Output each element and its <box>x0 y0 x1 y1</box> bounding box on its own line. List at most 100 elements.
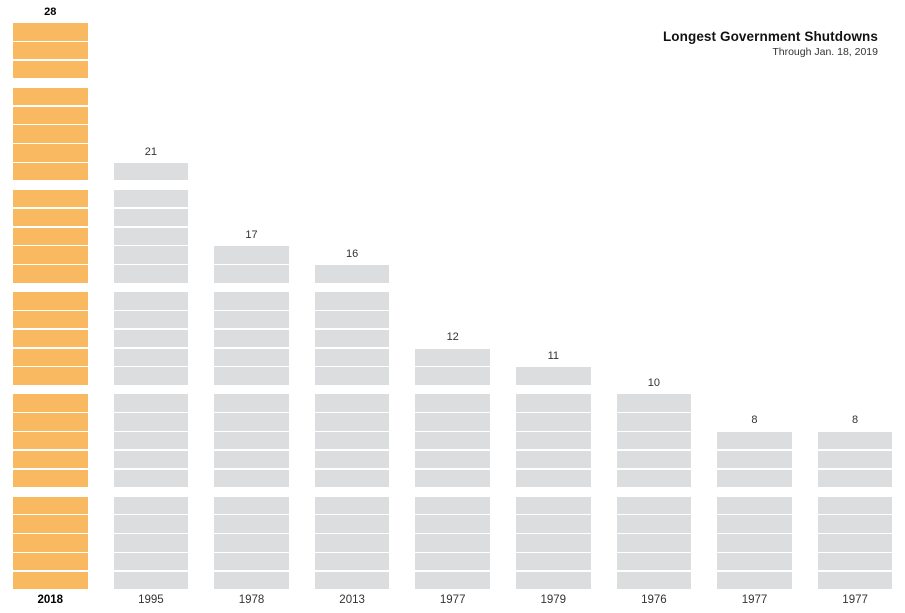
bar-value-label: 12 <box>446 331 459 344</box>
bar-segment <box>314 367 390 385</box>
bar-segment <box>314 553 390 571</box>
bar-segment <box>314 394 390 412</box>
bar-segment <box>616 394 692 412</box>
bar-segment <box>314 469 390 488</box>
bar-segment <box>214 534 289 552</box>
bar-segment <box>113 469 189 488</box>
bar-segment <box>214 469 289 488</box>
bar-segment <box>13 450 88 469</box>
bar-segment <box>314 292 390 310</box>
bar-segment <box>616 515 692 533</box>
bar-segment <box>113 394 189 412</box>
chart-header: Longest Government Shutdowns Through Jan… <box>663 29 878 58</box>
bar-segment <box>113 227 189 246</box>
bar-segment <box>415 571 490 590</box>
bar-segment <box>415 450 490 469</box>
bar-segment <box>214 413 289 431</box>
bar-segment <box>415 431 490 450</box>
bar-segment <box>214 496 289 514</box>
bar-segment <box>415 515 490 533</box>
bar-segment <box>214 310 289 329</box>
bar-segment <box>616 413 692 431</box>
bar-segment <box>13 23 88 41</box>
bar-segment <box>214 329 289 348</box>
bar-segment <box>717 515 792 533</box>
bar-value-label: 10 <box>647 376 661 389</box>
bar-segment <box>314 329 390 348</box>
bar-segment <box>13 144 88 162</box>
bar-year-label: 1977 <box>741 593 768 606</box>
bar-segment <box>113 329 189 348</box>
bar-segment <box>817 431 893 450</box>
bar-segment <box>113 208 189 227</box>
bar-segment <box>113 310 189 329</box>
bar-segment <box>214 265 289 283</box>
bar-segment <box>415 553 490 571</box>
bar-segment <box>817 534 893 552</box>
bar-segment <box>817 515 893 533</box>
bar-year-label: 2013 <box>339 593 365 606</box>
bar-segment <box>616 431 692 450</box>
bar-segment <box>415 534 490 552</box>
bar-segment <box>314 431 390 450</box>
bar-segment <box>817 450 893 469</box>
bar-segment <box>13 310 88 329</box>
bar-segment <box>516 394 591 412</box>
bar-segment <box>717 496 792 514</box>
bar-segment <box>817 469 893 488</box>
bar-segment <box>817 571 893 590</box>
bar-segment <box>516 431 591 450</box>
bar-segment <box>13 125 88 143</box>
bar-segment <box>415 367 490 385</box>
bar-segment <box>214 553 289 571</box>
bar-segment <box>13 265 88 283</box>
bar-segment <box>516 515 591 533</box>
bar-segment <box>616 571 692 590</box>
bar-value-label: 16 <box>345 247 359 260</box>
bar-segment <box>113 553 189 571</box>
chart-title: Longest Government Shutdowns <box>662 29 878 44</box>
bar-segment <box>13 348 88 367</box>
bar-segment <box>113 348 189 367</box>
bar-segment <box>13 106 88 124</box>
bar-segment <box>516 496 591 514</box>
bar-segment <box>314 571 390 590</box>
bar-value-label: 17 <box>245 228 258 241</box>
chart-subtitle: Through Jan. 18, 2019 <box>772 46 878 58</box>
bar-segment <box>516 450 591 469</box>
bar-year-label: 1978 <box>238 593 265 606</box>
bar-segment <box>13 571 88 590</box>
bar-segment <box>113 496 189 514</box>
bar-segment <box>415 348 490 367</box>
bar-segment <box>13 329 88 348</box>
bar-segment <box>616 450 692 469</box>
bar-segment <box>113 431 189 450</box>
bar-segment <box>113 189 189 208</box>
bar-segment <box>616 553 692 571</box>
bar-value-label: 11 <box>547 349 559 362</box>
bar-segment <box>516 469 591 488</box>
bar-segment <box>214 515 289 533</box>
bar-segment <box>717 431 792 450</box>
bar-segment <box>13 87 88 106</box>
bar-year-label: 1977 <box>842 593 868 606</box>
bar-year-label: 1977 <box>439 593 466 606</box>
bar-segment <box>717 571 792 590</box>
bar-segment <box>314 348 390 367</box>
bar-segment <box>314 515 390 533</box>
bar-value-label: 8 <box>852 414 859 427</box>
bar-segment <box>516 413 591 431</box>
bar-segment <box>113 450 189 469</box>
bar-segment <box>13 42 88 60</box>
bar-year-label: 2018 <box>37 593 64 606</box>
bar-segment <box>113 413 189 431</box>
bar-segment <box>13 413 88 431</box>
bar-segment <box>13 394 88 412</box>
bar-value-label: 21 <box>144 145 158 158</box>
bar-segment <box>314 534 390 552</box>
bar-segment <box>516 553 591 571</box>
bar-segment <box>13 208 88 227</box>
bar-segment <box>314 496 390 514</box>
bar-segment <box>717 450 792 469</box>
